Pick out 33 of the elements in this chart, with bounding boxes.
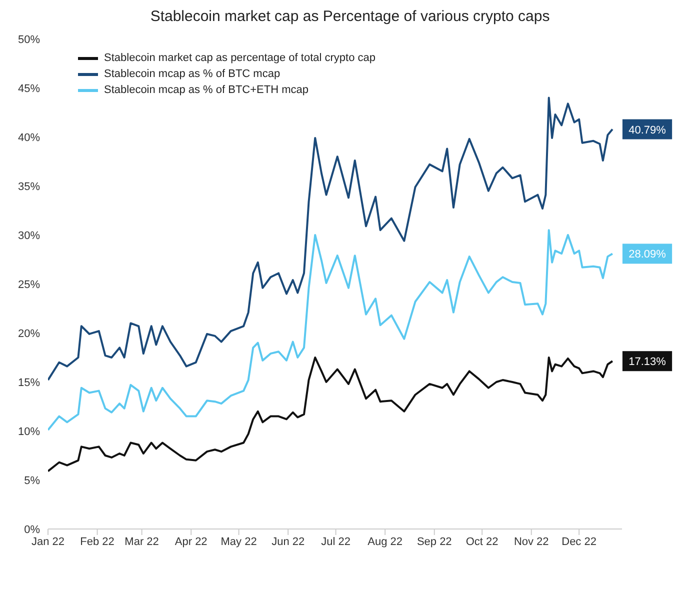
y-tick-label: 30% bbox=[18, 230, 40, 242]
line-series bbox=[48, 96, 614, 382]
x-tick-label: Jul 22 bbox=[321, 536, 350, 548]
x-tick-label: Jan 22 bbox=[31, 536, 65, 548]
x-tick-label: Aug 22 bbox=[368, 536, 403, 548]
y-tick-label: 35% bbox=[18, 180, 40, 193]
line-series bbox=[48, 356, 614, 472]
x-tick-label: Jun 22 bbox=[272, 536, 305, 548]
y-tick-label: 45% bbox=[18, 82, 40, 95]
x-tick-label: Dec 22 bbox=[562, 536, 596, 548]
x-tick-label: Oct 22 bbox=[466, 536, 498, 548]
x-tick-label: Sep 22 bbox=[416, 536, 452, 548]
y-tick-label: 10% bbox=[18, 426, 40, 438]
y-tick-label: 25% bbox=[18, 278, 40, 291]
legend-label: Stablecoin mcap as % of BTC mcap bbox=[104, 67, 280, 82]
x-tick-label: Feb 22 bbox=[80, 536, 114, 548]
x-tick-label: Mar 22 bbox=[124, 536, 159, 548]
legend-label: Stablecoin market cap as percentage of total crypto cap bbox=[104, 51, 376, 66]
data-label: 28.09% bbox=[628, 248, 666, 261]
x-tick-label: Apr 22 bbox=[174, 536, 208, 548]
y-tick-label: 15% bbox=[18, 376, 40, 389]
y-tick-label: 20% bbox=[18, 328, 40, 340]
y-tick-label: 50% bbox=[18, 34, 40, 46]
y-tick-label: 5% bbox=[24, 474, 40, 487]
legend-label: Stablecoin mcap as % of BTC+ETH mcap bbox=[104, 83, 308, 98]
data-label: 40.79% bbox=[628, 124, 666, 136]
data-label: 17.13% bbox=[628, 356, 666, 368]
x-tick-label: May 22 bbox=[220, 536, 257, 548]
x-tick-label: Nov 22 bbox=[514, 536, 549, 548]
line-series bbox=[48, 229, 614, 432]
y-tick-label: 0% bbox=[24, 524, 40, 536]
y-tick-label: 40% bbox=[18, 132, 40, 144]
chart-title: Stablecoin market cap as Percentage of various crypto caps bbox=[149, 8, 551, 25]
